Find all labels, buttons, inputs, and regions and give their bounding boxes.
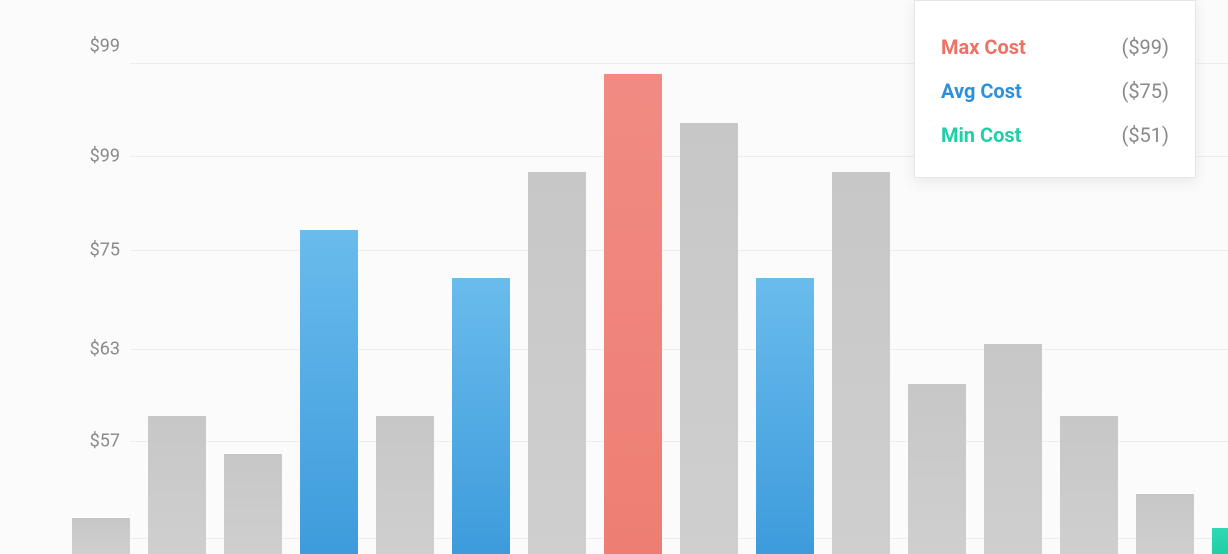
y-axis-label: $57 <box>70 431 120 452</box>
bar <box>604 74 662 554</box>
y-axis-label: $99 <box>70 36 120 57</box>
bar <box>756 278 814 554</box>
bar <box>680 123 738 554</box>
bar <box>1136 494 1194 554</box>
legend-value: ($51) <box>1121 123 1169 147</box>
legend-card: Max Cost ($99) Avg Cost ($75) Min Cost (… <box>914 0 1196 178</box>
bar <box>1212 528 1228 554</box>
bar <box>72 518 130 554</box>
legend-label: Max Cost <box>941 35 1026 59</box>
bar <box>832 172 890 554</box>
bar <box>908 384 966 554</box>
y-axis-label: $63 <box>70 339 120 360</box>
legend-value: ($75) <box>1121 79 1169 103</box>
cost-bar-chart: $99 $99 $75 $63 $57 $51 <box>0 0 1228 554</box>
y-axis-label: $99 <box>70 146 120 167</box>
bar <box>224 454 282 554</box>
legend-label: Avg Cost <box>941 79 1022 103</box>
legend-row-max: Max Cost ($99) <box>941 25 1169 69</box>
y-axis-label: $75 <box>70 240 120 261</box>
bar <box>376 416 434 554</box>
legend-row-min: Min Cost ($51) <box>941 113 1169 157</box>
bar <box>452 278 510 554</box>
legend-label: Min Cost <box>941 123 1021 147</box>
bar <box>1060 416 1118 554</box>
legend-value: ($99) <box>1121 35 1169 59</box>
bar <box>148 416 206 554</box>
bar <box>528 172 586 554</box>
bar <box>984 344 1042 554</box>
bar <box>300 230 358 554</box>
legend-row-avg: Avg Cost ($75) <box>941 69 1169 113</box>
